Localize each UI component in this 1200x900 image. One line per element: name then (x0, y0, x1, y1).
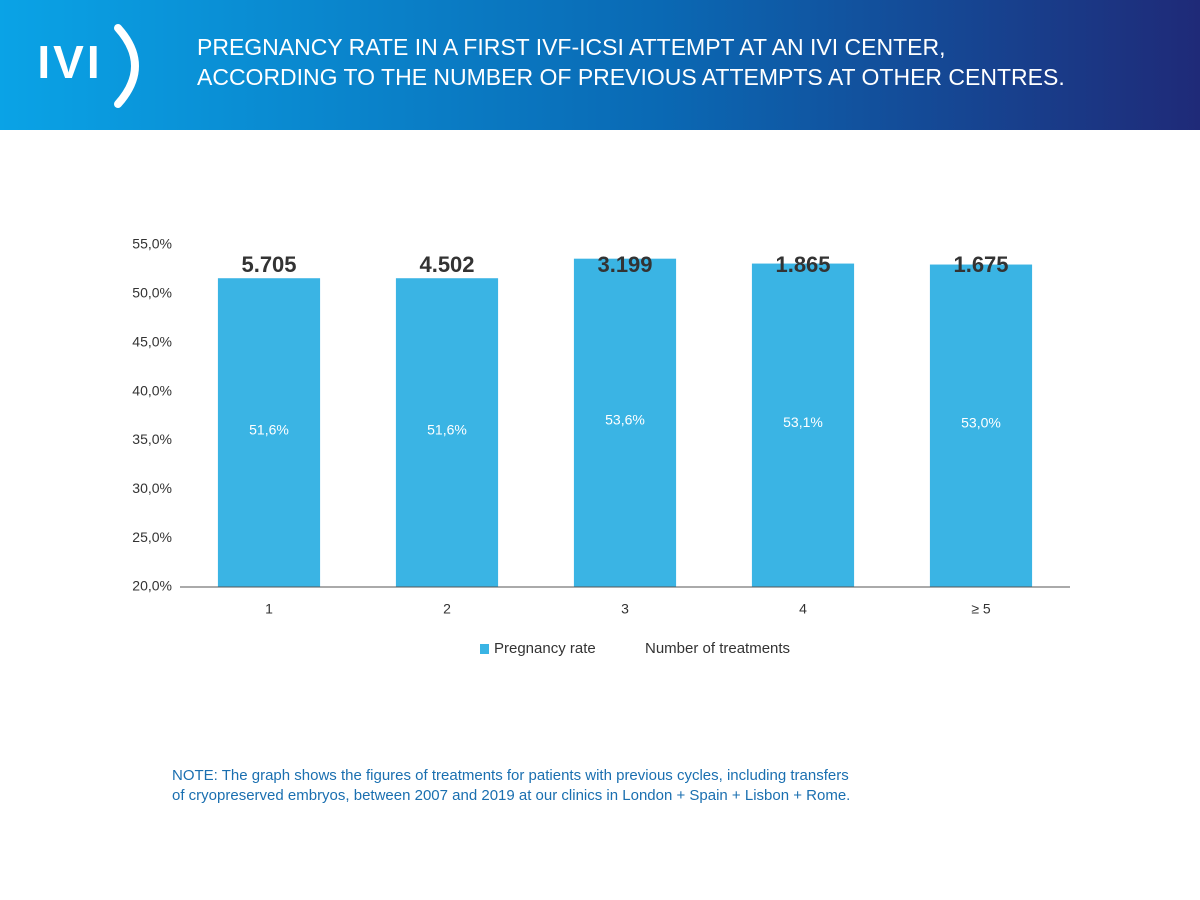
treatment-label: 1.675 (953, 252, 1008, 277)
y-tick-label: 25,0% (132, 529, 172, 545)
bar (929, 264, 1033, 587)
note: NOTE: The graph shows the figures of tre… (172, 767, 849, 784)
x-tick-label: 1 (265, 601, 273, 617)
treatment-label: 5.705 (241, 252, 296, 277)
y-tick-label: 30,0% (132, 480, 172, 496)
note: of cryopreserved embryos, between 2007 a… (172, 787, 850, 804)
chart-title: ACCORDING TO THE NUMBER OF PREVIOUS ATTE… (197, 64, 1065, 90)
y-tick-label: 45,0% (132, 333, 172, 349)
logo: IVI (37, 36, 102, 88)
y-tick-label: 20,0% (132, 578, 172, 594)
y-tick-label: 35,0% (132, 431, 172, 447)
legend-label: Number of treatments (645, 640, 790, 657)
x-tick-label: 4 (799, 601, 807, 617)
bar-value-label: 51,6% (427, 421, 467, 437)
bar-value-label: 53,1% (783, 414, 823, 430)
bar-value-label: 53,0% (961, 414, 1001, 430)
logo-arc (114, 24, 139, 108)
x-tick-label: 3 (621, 601, 629, 617)
treatment-label: 3.199 (597, 252, 652, 277)
treatment-label: 4.502 (419, 252, 474, 277)
chart-title: PREGNANCY RATE IN A FIRST IVF-ICSI ATTEM… (197, 34, 946, 60)
y-tick-label: 40,0% (132, 382, 172, 398)
treatment-label: 1.865 (775, 252, 830, 277)
bar-value-label: 53,6% (605, 412, 645, 428)
header (0, 0, 1200, 130)
x-tick-label: ≥ 5 (971, 601, 991, 617)
bar (573, 258, 677, 587)
bar (217, 278, 321, 587)
x-tick-label: 2 (443, 601, 451, 617)
bar-value-label: 51,6% (249, 421, 289, 437)
legend-swatch (480, 644, 489, 654)
legend-label: Pregnancy rate (494, 640, 596, 657)
bar (751, 263, 855, 587)
y-tick-label: 55,0% (132, 236, 172, 252)
bar (395, 278, 499, 587)
y-tick-label: 50,0% (132, 285, 172, 301)
